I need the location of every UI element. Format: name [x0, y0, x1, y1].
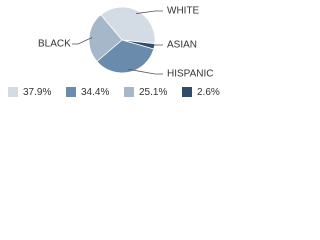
- slice-label: BLACK: [38, 39, 71, 50]
- pie-slice: [100, 6, 156, 45]
- pie-slice: [96, 39, 155, 74]
- leader-line: [136, 10, 163, 14]
- slice-label: WHITE: [167, 6, 200, 17]
- pie-slice: [88, 14, 123, 62]
- slice-label: ASIAN: [167, 40, 197, 51]
- leader-line: [151, 44, 163, 47]
- legend-label: 34.4%: [81, 87, 109, 98]
- legend-swatch: [66, 87, 76, 97]
- slice-label: HISPANIC: [167, 69, 214, 80]
- chart: WHITE ASIAN HISPANIC BLACK 37.9% 34.4% 25.1% 2.…: [8, 6, 220, 98]
- legend-swatch: [8, 87, 18, 97]
- legend-label: 25.1%: [139, 87, 167, 98]
- legend-label: 2.6%: [197, 87, 220, 98]
- leader-line: [72, 37, 93, 45]
- legend-label: 37.9%: [23, 87, 51, 98]
- legend-swatch: [124, 87, 134, 97]
- legend-swatch: [182, 87, 192, 97]
- leader-line: [128, 68, 163, 75]
